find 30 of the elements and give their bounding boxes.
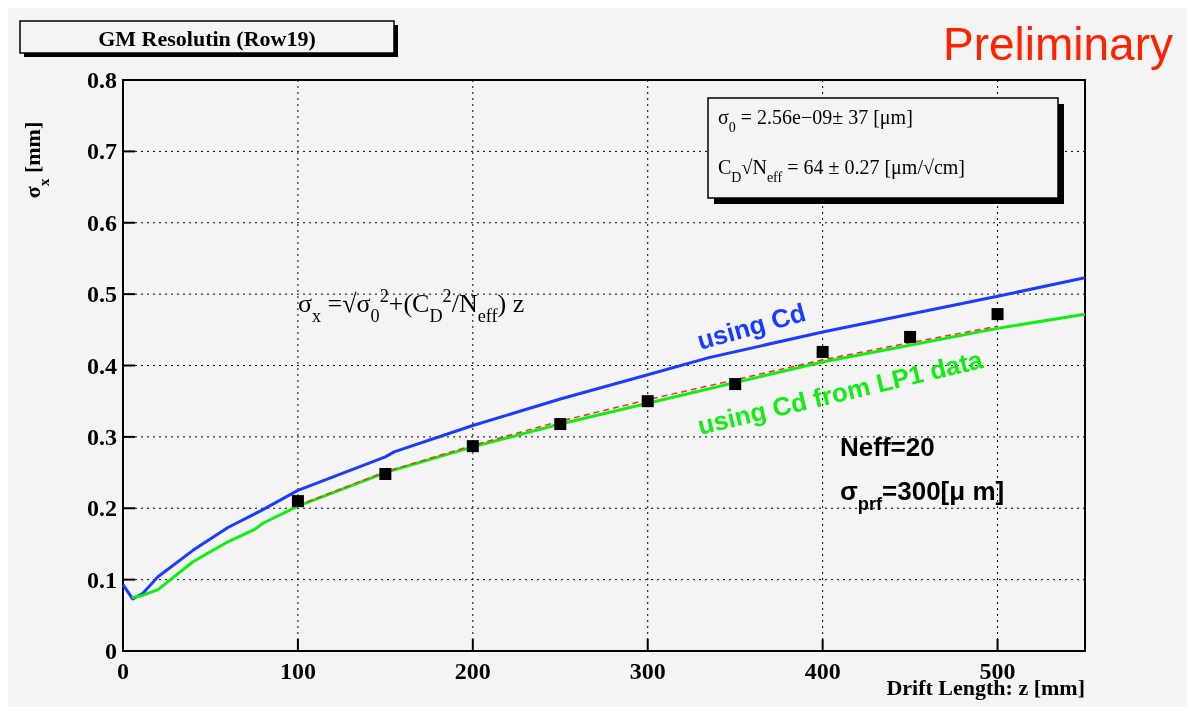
- point: [991, 308, 1004, 321]
- y-tick-label: 0.4: [87, 352, 117, 379]
- text: using Cd: [693, 297, 809, 356]
- point: [904, 330, 917, 343]
- point: [466, 440, 479, 453]
- x-tick-label: 400: [804, 658, 841, 684]
- x-tick-label: 300: [629, 658, 666, 684]
- chart-title: GM Resolutin (Row19): [98, 26, 316, 51]
- annotation: C$_{D}$√N$_{eff}$ = 64 ± 0.27 [μm/√cm]: [718, 156, 966, 185]
- annotation: Neff=20: [840, 432, 935, 462]
- text: Preliminary: [942, 18, 1173, 70]
- y-tick-label: 0.5: [87, 281, 117, 308]
- y-tick-label: 0.6: [87, 209, 117, 236]
- point: [641, 395, 654, 408]
- text: σ$_{x}$ =√σ$_{0}$$^{2}$+(C$_{D}$$^{2}$/N$_{eff}$) z: [298, 286, 525, 326]
- point: [379, 467, 392, 480]
- y-tick-label: 0.8: [87, 67, 117, 93]
- point: [291, 495, 304, 508]
- x-tick-label: 200: [454, 658, 491, 684]
- y-tick-label: 0.7: [87, 138, 117, 165]
- y-tick-label: 0.2: [87, 495, 117, 522]
- point: [816, 345, 829, 358]
- x-tick-label: 100: [279, 658, 316, 684]
- annotation: σ$_{0}$ = 2.56e−09± 37 [μm]: [718, 106, 913, 135]
- y-tick-label: 0.3: [87, 423, 117, 450]
- y-tick-label: 0.1: [87, 566, 117, 593]
- point: [554, 418, 567, 431]
- y-tick-label: 0: [105, 638, 117, 664]
- point: [729, 378, 742, 391]
- annotation: σ$_{prf}$=300[μ m]: [840, 476, 1005, 514]
